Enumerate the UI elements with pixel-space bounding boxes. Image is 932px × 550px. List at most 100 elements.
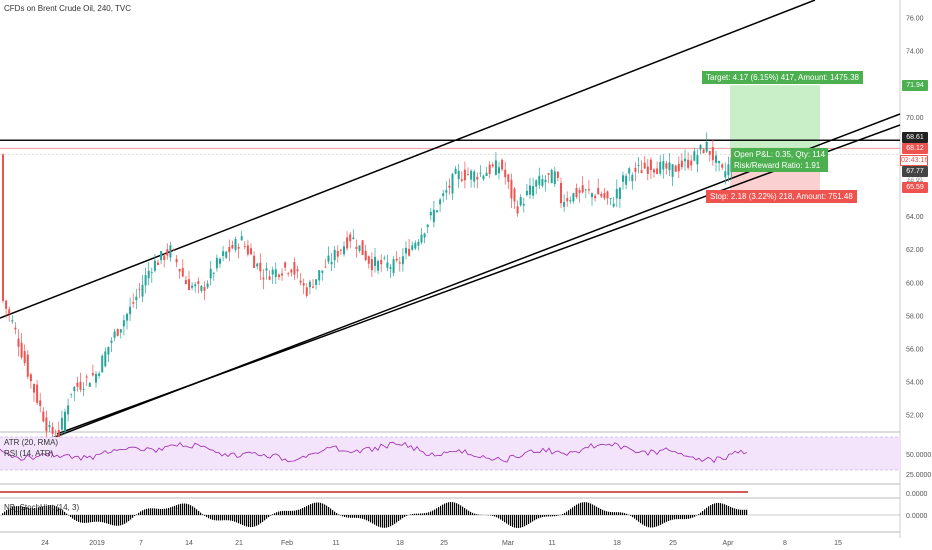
candle-body	[436, 210, 438, 213]
stoch-bar	[432, 510, 434, 515]
stoch-bar	[36, 507, 38, 515]
time-tick-label: 21	[235, 540, 243, 547]
stoch-bar	[738, 509, 740, 515]
stoch-bar	[496, 515, 498, 518]
candle-body	[398, 262, 401, 264]
candle-body	[622, 175, 624, 182]
candle-body	[70, 393, 73, 395]
stoch-bar	[718, 502, 720, 515]
candle-body	[293, 262, 296, 275]
candle-body	[110, 340, 113, 343]
candle-body	[687, 159, 690, 168]
stoch-bar	[126, 515, 128, 523]
candle-body	[702, 149, 705, 153]
stoch-bar	[48, 505, 50, 515]
candle-body	[432, 209, 435, 223]
stoch-bar	[378, 515, 380, 527]
candle-body	[637, 165, 640, 166]
stoch-bar	[654, 515, 656, 528]
stoch-bar	[308, 505, 310, 515]
stoch-bar	[176, 505, 178, 515]
stoch-bar	[592, 504, 594, 515]
stoch-bar	[402, 515, 404, 519]
candle-body	[26, 354, 29, 377]
stoch-bar	[302, 508, 304, 515]
stoch-bar	[266, 515, 268, 519]
stoch-bar	[32, 508, 34, 515]
stoch-bar	[526, 515, 528, 526]
candle-body	[48, 425, 51, 428]
stoch-bar	[602, 509, 604, 515]
candle-body	[699, 144, 702, 150]
candle-body	[262, 277, 265, 280]
stoch-bar	[464, 508, 466, 515]
stoch-bar	[416, 513, 418, 515]
stoch-bar	[462, 506, 464, 515]
candle-body	[45, 417, 48, 432]
stoch-bar	[492, 515, 494, 516]
candle-body	[625, 175, 628, 185]
candle-body	[116, 329, 119, 336]
candle-body	[67, 405, 70, 415]
stoch-bar	[426, 512, 428, 515]
stoch-bar	[514, 515, 516, 528]
stoch-bar	[160, 508, 162, 515]
candle-body	[231, 244, 234, 249]
stoch-bar	[422, 513, 424, 515]
candle-body	[57, 429, 60, 439]
stoch-bar	[460, 505, 462, 515]
stoch-bar	[404, 515, 406, 517]
candle-body	[76, 382, 79, 387]
stoch-bar	[512, 515, 514, 527]
time-tick-label: 11	[332, 540, 339, 547]
candle-body	[501, 159, 504, 170]
stoch-bar	[108, 515, 110, 524]
stoch-bar	[576, 504, 578, 515]
candle-body	[39, 400, 42, 406]
stoch-bar	[582, 502, 584, 515]
stoch-bar	[24, 506, 26, 515]
stoch-bar	[470, 511, 472, 515]
stoch-bar	[708, 506, 710, 515]
stoch-bar	[286, 510, 288, 515]
candle-body	[268, 276, 271, 280]
stoch-bar	[312, 503, 314, 515]
candle-body	[228, 246, 231, 253]
candle-body	[516, 206, 519, 214]
stoch-bar	[222, 515, 224, 521]
stoch-bar	[264, 515, 266, 521]
candle-body	[510, 179, 513, 199]
stoch-bar	[318, 502, 320, 515]
stoch-bar	[370, 515, 372, 523]
stoch-bar	[18, 506, 20, 515]
candle-body	[163, 255, 166, 261]
stoch-bar	[502, 515, 504, 521]
candle-body	[566, 198, 569, 202]
candle-body	[519, 197, 522, 206]
stoch-bar	[530, 515, 532, 523]
candle-body	[727, 164, 730, 176]
stoch-bar	[324, 504, 326, 515]
stoch-bar	[578, 503, 580, 515]
stoch-bar	[332, 510, 334, 515]
candle-body	[42, 411, 45, 422]
candle-body	[243, 245, 246, 247]
stoch-bar	[310, 504, 312, 515]
stoch-bar	[406, 515, 408, 516]
stoch-bar	[248, 515, 250, 527]
time-tick-label: 15	[834, 540, 842, 547]
stoch-bar	[508, 515, 510, 525]
candle-body	[544, 179, 547, 183]
candle-body	[355, 246, 358, 250]
candle-body	[274, 269, 277, 277]
candle-body	[17, 338, 20, 347]
stoch-bar	[140, 511, 142, 515]
candle-body	[33, 384, 35, 393]
candle-body	[256, 263, 259, 267]
stoch-bar	[608, 511, 610, 515]
stoch-bar	[542, 515, 544, 518]
candle-body	[327, 255, 330, 262]
candle-body	[169, 245, 172, 258]
stoch-bar	[184, 503, 186, 515]
